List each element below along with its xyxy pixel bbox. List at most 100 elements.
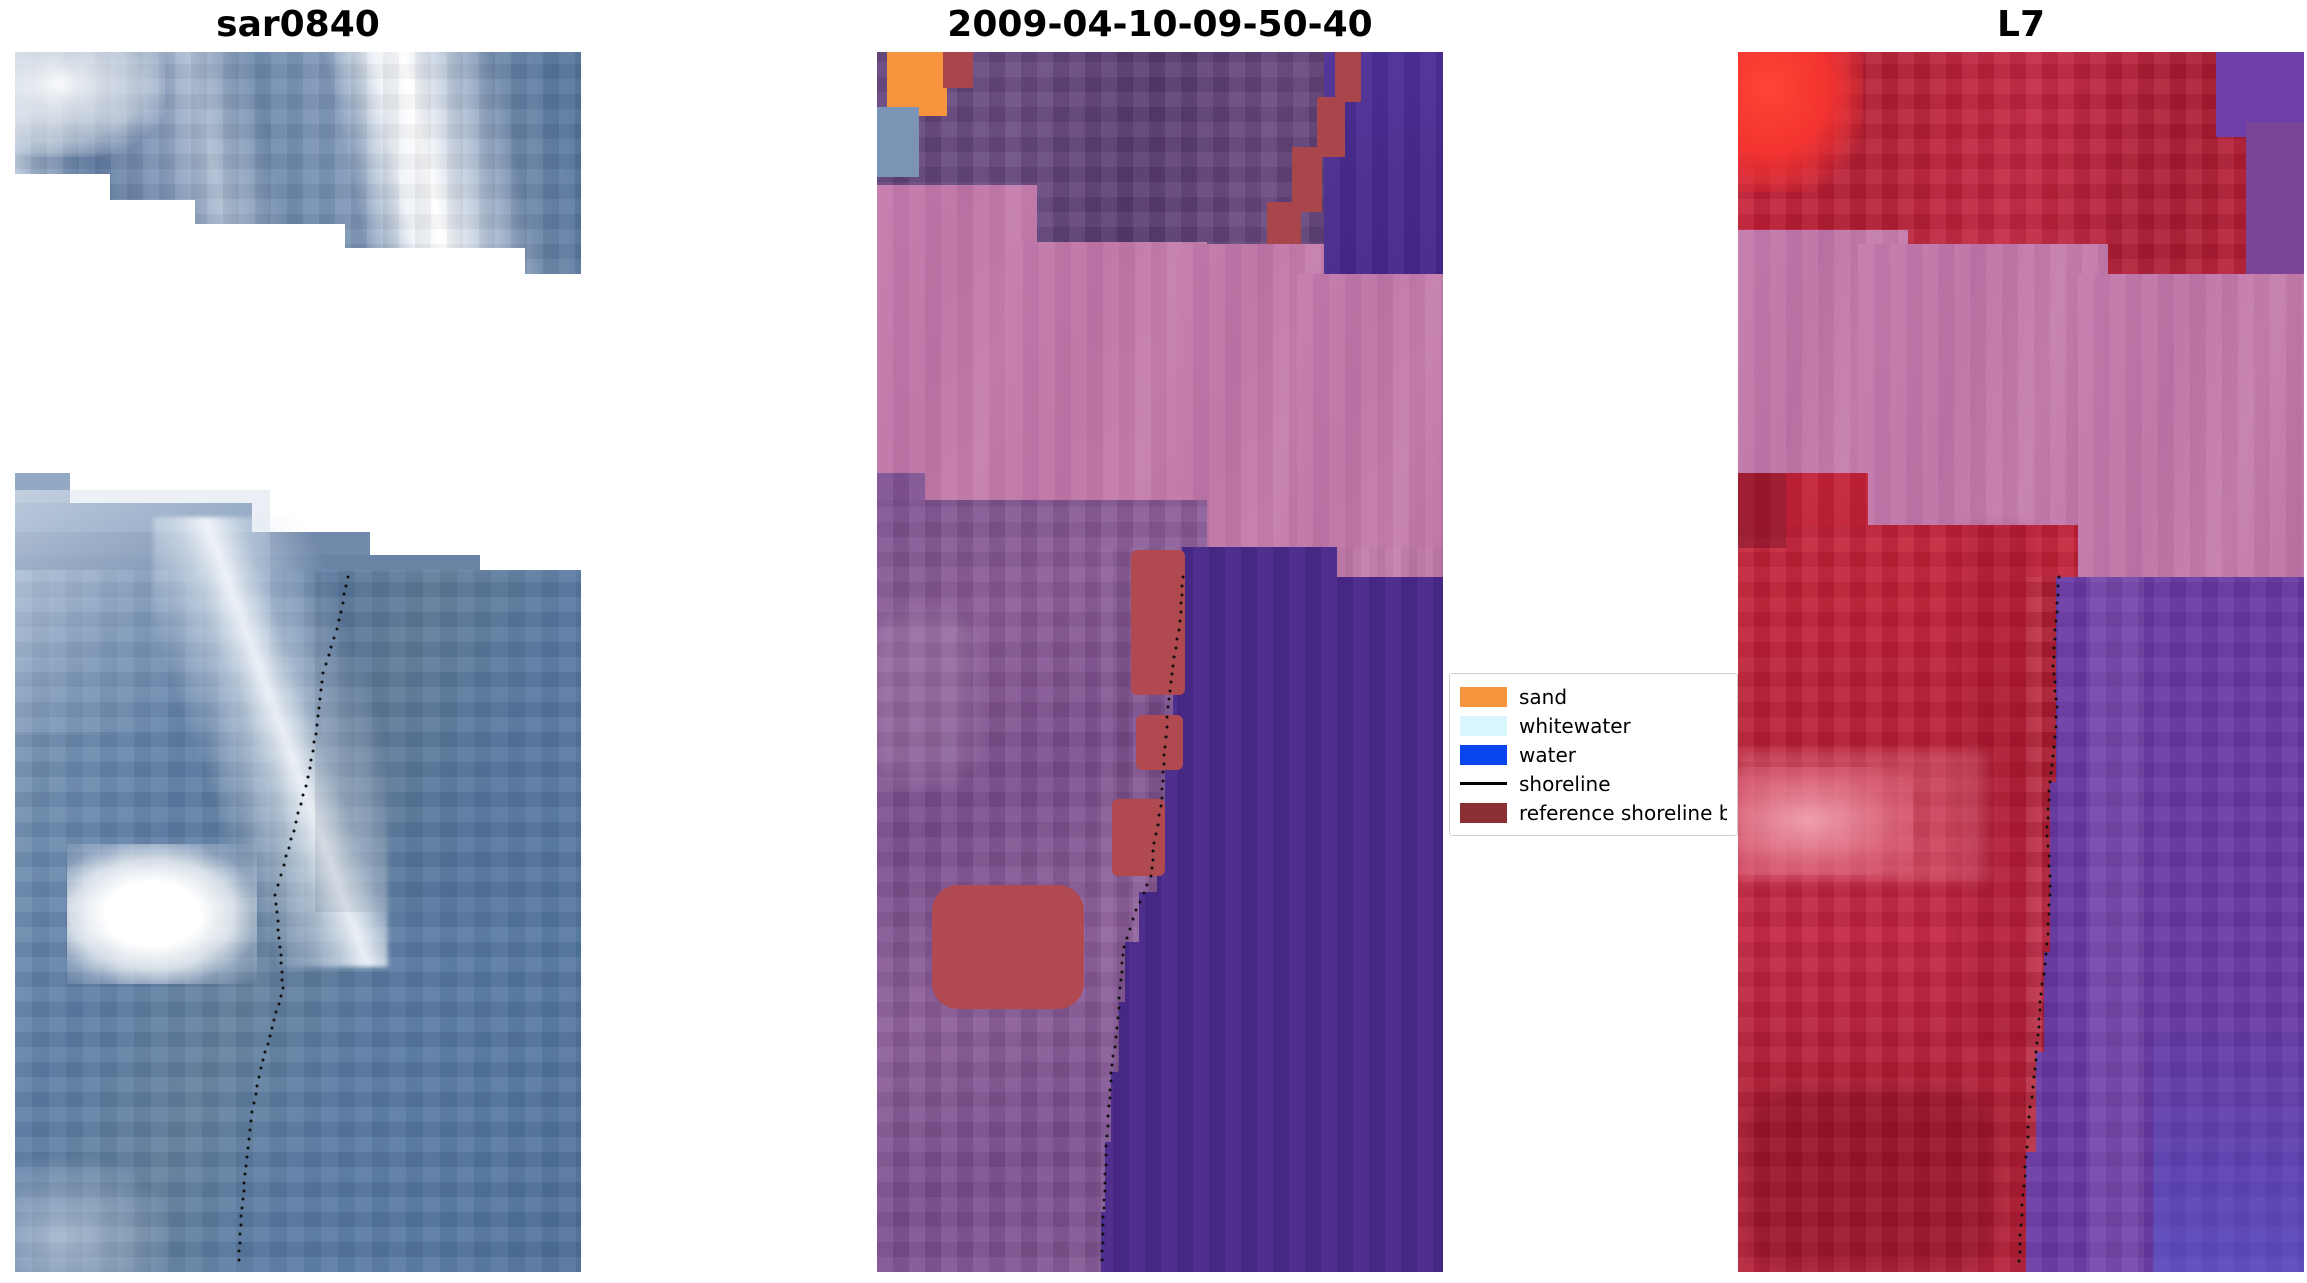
shoreline-dot — [292, 829, 296, 833]
shoreline-dot — [1120, 970, 1124, 974]
shoreline-dot — [2054, 697, 2058, 701]
shoreline-dot — [1103, 1189, 1107, 1193]
shoreline-dot — [1121, 953, 1125, 957]
shoreline-dot — [1172, 655, 1176, 659]
shoreline-dot — [1119, 978, 1123, 982]
shoreline-dot — [239, 1223, 242, 1227]
shoreline-dot — [1179, 601, 1183, 605]
shoreline-dot — [2037, 1025, 2041, 1029]
shoreline-dot — [1108, 1096, 1112, 1100]
shoreline-dot — [2018, 1233, 2022, 1237]
shoreline-dot — [1108, 1088, 1112, 1092]
shoreline-dot — [320, 680, 324, 684]
shoreline-dot — [1118, 986, 1122, 990]
shoreline-dot — [1175, 637, 1179, 641]
shoreline-dot — [301, 793, 305, 797]
background-cutout — [110, 200, 195, 274]
sar-white-blob — [67, 844, 257, 984]
shoreline-dot — [1151, 858, 1154, 861]
shoreline-dot — [2050, 763, 2054, 767]
shoreline-dot — [324, 662, 328, 666]
shoreline-dot — [2056, 593, 2060, 597]
shoreline-dot — [287, 846, 291, 850]
shoreline-dot — [2047, 864, 2051, 868]
cls-maroon-diagonal — [1292, 147, 1322, 212]
shoreline-dot — [1152, 841, 1156, 845]
shoreline-dot — [276, 883, 280, 887]
shoreline-dot — [247, 1137, 251, 1141]
shoreline-dot — [1167, 697, 1171, 701]
shoreline-dot — [1163, 745, 1167, 749]
shoreline-dot — [341, 601, 344, 605]
shoreline-dot — [1104, 1163, 1107, 1166]
shoreline-dot — [252, 1101, 256, 1105]
shoreline-dot — [280, 978, 284, 982]
shoreline-dot — [1154, 832, 1158, 836]
panel-title-l7: L7 — [1997, 4, 2045, 45]
shoreline-dot — [255, 1084, 259, 1088]
shoreline-dot — [1156, 823, 1159, 826]
shoreline-dot — [2042, 972, 2045, 976]
shoreline-dot — [279, 953, 283, 957]
shoreline-dot — [249, 1119, 253, 1123]
shoreline-dot — [2034, 1050, 2038, 1054]
legend-swatch-sand — [1460, 686, 1507, 707]
shoreline-dot — [314, 732, 317, 736]
shoreline-dot — [1159, 804, 1163, 808]
shoreline-dot — [2037, 1017, 2041, 1021]
background-cutout — [195, 224, 345, 274]
shoreline-dot — [1100, 1258, 1104, 1262]
legend-swatch-water — [1460, 744, 1507, 765]
background-cutout — [15, 174, 110, 274]
shoreline-dot — [289, 837, 293, 841]
shoreline-dot — [311, 749, 314, 753]
legend-swatch-reference-shoreline — [1460, 802, 1507, 823]
shoreline-dot — [1101, 1232, 1105, 1236]
shoreline-dot — [1177, 628, 1181, 632]
background-cutout — [345, 248, 525, 274]
shoreline-dot — [1102, 1206, 1106, 1210]
panel-classified-image — [877, 52, 1443, 1272]
shoreline-dot — [1150, 866, 1154, 870]
shoreline-dot — [1162, 753, 1166, 757]
shoreline-dot — [1134, 908, 1138, 912]
l7-pink-blob — [1738, 767, 1913, 875]
legend-label-water: water — [1519, 742, 1576, 767]
shoreline-dot — [2025, 1145, 2029, 1149]
shoreline-dot — [2017, 1259, 2021, 1262]
shoreline-dot — [263, 1050, 267, 1054]
shoreline-dot — [2047, 798, 2051, 802]
shoreline-dot — [2046, 932, 2049, 936]
l7-lower-purple — [2026, 1152, 2304, 1272]
l7-top-purple-patch — [2246, 122, 2304, 274]
shoreline-dot — [1106, 1124, 1109, 1128]
shoreline-dot — [1160, 796, 1164, 800]
shoreline-dot — [254, 1092, 258, 1096]
shoreline-dot — [2051, 754, 2055, 758]
shoreline-dot — [319, 688, 323, 692]
shoreline-dot — [332, 636, 336, 640]
shoreline-dot — [2030, 1095, 2033, 1099]
shoreline-dot — [2018, 1242, 2022, 1245]
shoreline-dot — [1101, 1215, 1105, 1219]
shoreline-dot — [1170, 672, 1174, 676]
shoreline-dot — [2055, 601, 2059, 605]
shoreline-dot — [315, 723, 319, 727]
shoreline-dot — [342, 592, 346, 596]
shoreline-dot — [266, 1042, 270, 1046]
shoreline-dot — [268, 1034, 272, 1038]
shoreline-dot — [1115, 1026, 1119, 1030]
cls-ref-shoreline-patch — [1112, 799, 1165, 876]
shoreline-dot — [2051, 664, 2055, 668]
shoreline-dot — [275, 910, 279, 914]
shoreline-dot — [2020, 1213, 2023, 1217]
shoreline-dot — [1131, 917, 1135, 921]
shoreline-dot — [2052, 672, 2056, 676]
shoreline-dot — [1113, 1045, 1116, 1048]
panel-sar0840-image — [15, 52, 581, 1272]
shoreline-dot — [309, 758, 313, 762]
shoreline-dot — [2046, 816, 2050, 820]
shoreline-dot — [1180, 593, 1184, 597]
shoreline-dot — [2046, 807, 2050, 811]
shoreline-dot — [2027, 1115, 2031, 1119]
